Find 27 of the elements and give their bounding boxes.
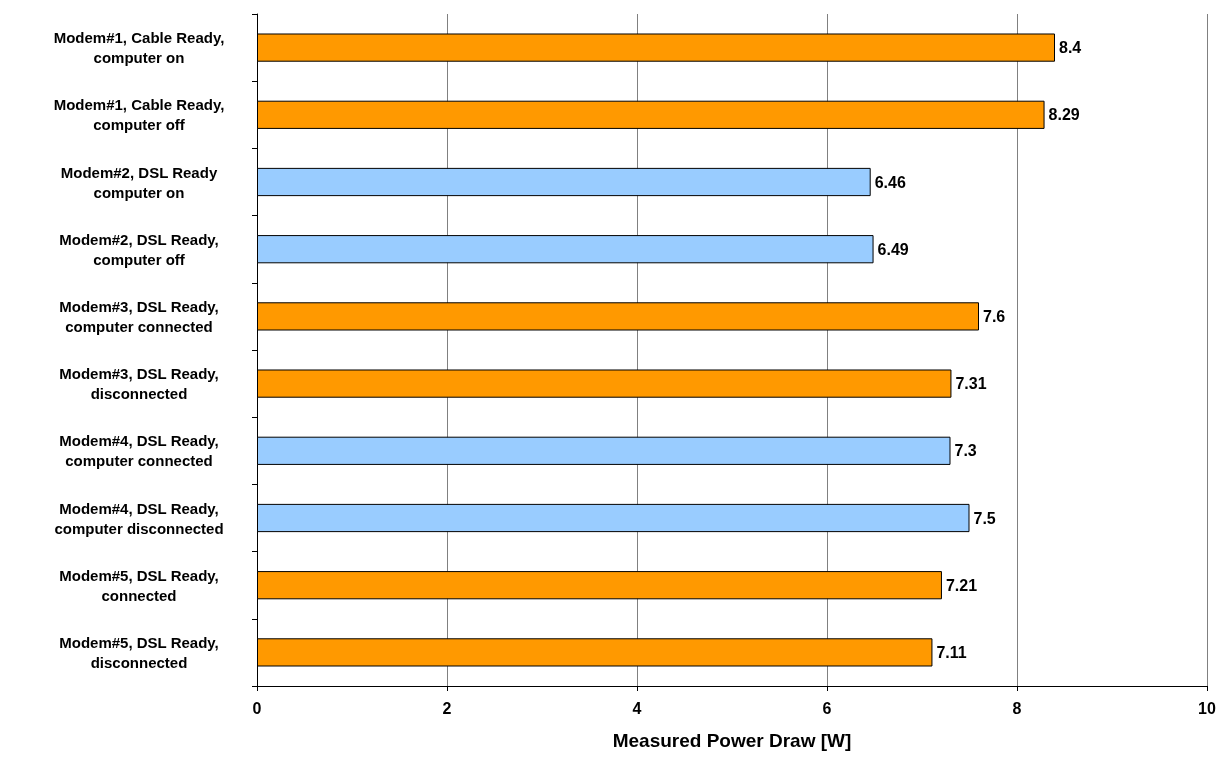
- data-label: 6.49: [877, 240, 909, 258]
- x-tick-label: 0: [252, 699, 262, 717]
- data-label: 6.46: [874, 173, 906, 191]
- y-tick-label: Modem#5, DSL Ready, connected: [59, 566, 219, 604]
- data-label: 8.4: [1059, 39, 1082, 57]
- y-tick-label: Modem#4, DSL Ready, computer connected: [59, 432, 219, 470]
- x-tick-label: 6: [822, 699, 832, 717]
- data-label: 8.29: [1048, 106, 1080, 124]
- data-label: 7.31: [955, 375, 987, 393]
- x-tick-label: 10: [1198, 699, 1216, 717]
- data-label: 7.6: [983, 307, 1006, 325]
- data-label: 7.21: [945, 576, 978, 594]
- y-tick-label: Modem#1, Cable Ready, computer on: [53, 29, 225, 67]
- data-label: 7.3: [954, 442, 977, 460]
- y-tick-label: Modem#3, DSL Ready, computer connected: [59, 297, 219, 335]
- y-tick-label: Modem#3, DSL Ready, disconnected: [59, 365, 219, 403]
- data-label: 7.11: [936, 643, 967, 661]
- x-tick-label: 4: [632, 699, 642, 717]
- y-tick-label: Modem#4, DSL Ready, computer disconnected: [54, 499, 224, 537]
- x-tick-label: 2: [442, 699, 452, 717]
- y-tick-label: Modem#1, Cable Ready, computer off: [53, 96, 225, 134]
- x-tick-label: 8: [1012, 699, 1022, 717]
- y-tick-label: Modem#2, DSL Ready computer on: [60, 163, 218, 201]
- data-label: 7.5: [973, 509, 996, 527]
- y-tick-label: Modem#2, DSL Ready, computer off: [59, 230, 219, 268]
- x-axis-title: Measured Power Draw [W]: [612, 730, 852, 751]
- y-tick-label: Modem#5, DSL Ready, disconnected: [59, 633, 219, 671]
